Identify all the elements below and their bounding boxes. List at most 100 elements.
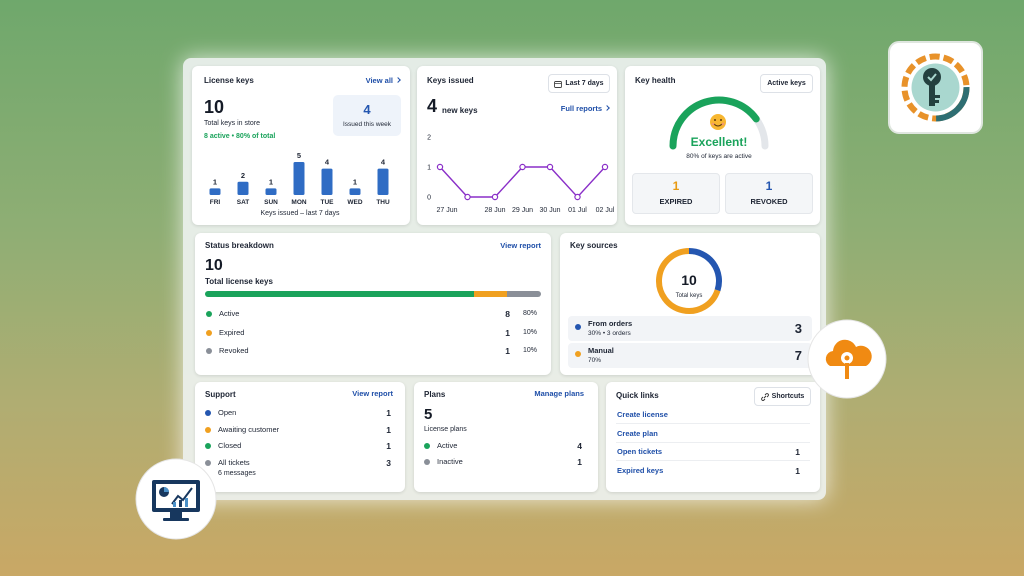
status-text: Excellent!	[690, 135, 748, 149]
plan-count: 4	[577, 441, 582, 451]
bar-value-label: 2	[241, 171, 245, 180]
range-button[interactable]: Last 7 days	[548, 74, 610, 93]
support-detail: 6 messages	[218, 470, 256, 478]
x-tick-label: SAT	[237, 199, 250, 206]
source-count: 3	[794, 321, 802, 336]
quick-link[interactable]: Expired keys	[617, 466, 664, 476]
shortcuts-button[interactable]: Shortcuts	[754, 387, 811, 406]
plan-dot	[424, 443, 430, 449]
button-text[interactable]: Shortcuts	[771, 393, 805, 400]
x-tick-label: 27 Jun	[436, 207, 457, 214]
support-name: All tickets	[218, 458, 250, 468]
summary: 8 active • 80% of total	[204, 133, 276, 140]
bar-value-label: 4	[381, 158, 386, 167]
bar-chart: Keys issued – last 7 days 1 FRI 2 SAT 1 SUN 5 M…	[209, 151, 390, 217]
x-tick-label: WED	[347, 199, 362, 206]
bar-value-label: 1	[213, 177, 217, 186]
box-count: 1	[765, 179, 773, 193]
full-reports-link[interactable]: Full reports	[560, 104, 610, 114]
support-count: 1	[386, 441, 391, 452]
emoji	[710, 114, 726, 130]
donut-chart: 10 Total keys	[656, 248, 722, 314]
bar	[321, 168, 333, 195]
line-chart: 0 1 2 27 Jun 28 Jun 29 Jun 30 Jun 01 Jul 02 Jul	[427, 135, 615, 215]
quick-link[interactable]: Create plan	[617, 428, 658, 438]
key-app-icon	[888, 41, 983, 134]
support-dot	[205, 410, 211, 416]
bar-value-label: 1	[353, 177, 357, 186]
week-label: Issued this week	[342, 121, 392, 128]
gauge	[669, 96, 769, 150]
x-tick-label: 28 Jun	[484, 207, 505, 214]
filter-button[interactable]: Active keys	[760, 74, 813, 93]
donut-segment	[656, 248, 721, 314]
support-name: Closed	[218, 441, 242, 451]
support-count: 1	[386, 424, 391, 435]
point	[574, 193, 581, 201]
issued-count: 4	[427, 96, 438, 116]
bar-segment	[205, 291, 474, 297]
support-name: Open	[218, 408, 237, 417]
support-card: Support View report Open 1 Awaiting custom…	[195, 382, 405, 492]
source-name: From orders	[588, 319, 633, 328]
link-count: 1	[795, 447, 800, 458]
bar	[349, 188, 361, 195]
bar	[209, 188, 221, 195]
issued-label: new keys	[442, 106, 478, 115]
range-text[interactable]: Last 7 days	[565, 80, 604, 87]
link-text[interactable]: View all	[365, 76, 393, 85]
support-name: Awaiting customer	[218, 424, 280, 434]
gauge-arc	[669, 96, 760, 150]
card-title: Plans	[424, 390, 446, 399]
license-keys-card: License keys View all 10 Total keys in s…	[192, 66, 410, 225]
card-title: Key sources	[570, 241, 618, 250]
point	[436, 163, 444, 171]
quick-links-card: Quick links Shortcuts Create license Crea…	[606, 382, 820, 492]
quick-link[interactable]: Open tickets	[617, 447, 663, 457]
separator	[616, 423, 810, 424]
link-count: 1	[795, 466, 800, 477]
support-dot	[205, 443, 211, 450]
filter-text[interactable]: Active keys	[767, 80, 806, 87]
x-tick-label: SUN	[264, 199, 278, 206]
status-count: 8	[505, 309, 510, 319]
x-tick-label: 01 Jul	[568, 207, 587, 214]
total-count: 10	[204, 97, 225, 117]
status-count: 1	[505, 327, 510, 338]
point	[601, 163, 609, 171]
status-breakdown-card: Status breakdown View report 10 Total li…	[195, 233, 551, 375]
bar-segment	[473, 291, 508, 297]
status-name: Active	[219, 309, 240, 318]
source-detail: 70%	[588, 357, 602, 364]
link-text[interactable]: Full reports	[560, 104, 602, 113]
bar-value-label: 5	[297, 151, 301, 160]
bar	[293, 162, 305, 195]
point	[519, 163, 526, 171]
status-box: 1 REVOKED	[725, 173, 813, 214]
x-tick-label: MON	[291, 199, 306, 206]
plan-name: Active	[437, 441, 458, 450]
bar-value-label: 4	[325, 158, 330, 167]
total-count: 10	[205, 257, 223, 274]
plans-total: 5	[424, 406, 433, 423]
plans-card: Plans Manage plans 5 License plans Activ…	[414, 382, 598, 492]
source-name: Manual	[588, 346, 614, 355]
key-health-card: Key health Active keys Excellent! 80% of…	[625, 66, 820, 225]
card-title: License keys	[204, 76, 254, 85]
card-title: Support	[205, 390, 236, 399]
point	[491, 193, 499, 201]
line	[439, 166, 606, 199]
view-all-link[interactable]: View all	[365, 76, 401, 86]
calendar-icon	[554, 80, 563, 88]
plan-count: 1	[577, 457, 582, 467]
source-dot	[575, 351, 581, 357]
view-report-link[interactable]: View report	[352, 389, 393, 398]
support-count: 3	[386, 458, 391, 469]
chevron	[604, 105, 610, 111]
source-detail: 30% • 3 orders	[588, 330, 631, 337]
support-dot	[205, 460, 211, 467]
manage-plans-link[interactable]: Manage plans	[534, 389, 584, 398]
cloud-key-icon	[807, 319, 887, 399]
view-report-link[interactable]: View report	[500, 241, 541, 250]
quick-link[interactable]: Create license	[617, 410, 668, 419]
